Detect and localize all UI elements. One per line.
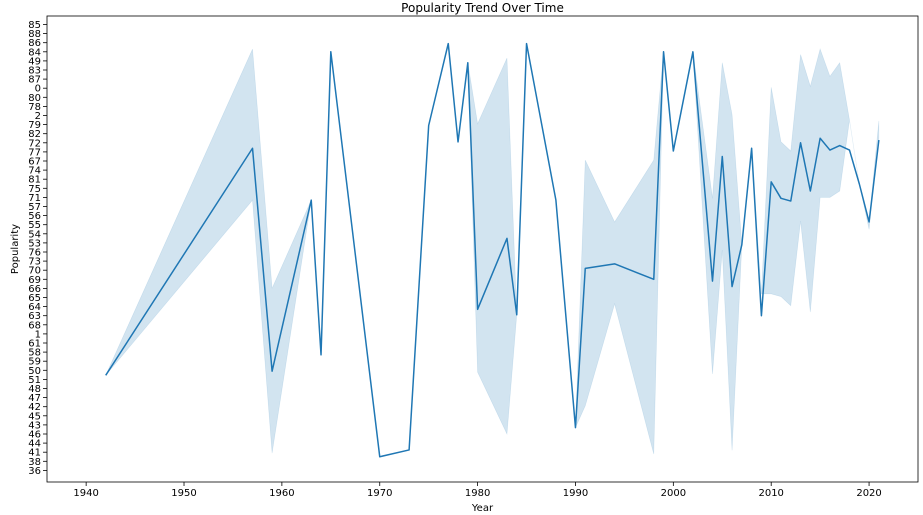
y-tick-label: 67 <box>28 157 41 168</box>
chart-title: Popularity Trend Over Time <box>401 1 564 15</box>
y-axis-ticks: 8588868449838708078279827277677481757157… <box>28 20 47 477</box>
x-axis-ticks: 1940 1950 1960 1970 1980 1990 2000 2010 2020 <box>73 482 882 499</box>
y-tick-label: 71 <box>28 193 41 204</box>
y-tick-label: 61 <box>28 339 41 350</box>
y-tick-label: 36 <box>28 466 41 477</box>
y-tick-label: 73 <box>28 257 41 268</box>
y-tick-label: 80 <box>28 93 41 104</box>
y-tick-label: 75 <box>28 184 41 195</box>
y-tick-label: 42 <box>28 402 41 413</box>
y-tick-label: 78 <box>28 102 41 113</box>
x-tick-label: 1980 <box>465 488 490 499</box>
y-tick-label: 47 <box>28 393 41 404</box>
y-tick-label: 77 <box>28 147 41 158</box>
series-0-band <box>105 43 880 458</box>
x-tick-label: 2020 <box>856 488 881 499</box>
y-tick-label: 55 <box>28 220 41 231</box>
y-tick-label: 72 <box>28 138 41 149</box>
y-tick-label: 81 <box>28 175 41 186</box>
y-tick-label: 46 <box>28 430 41 441</box>
y-tick-label: 69 <box>28 275 41 286</box>
y-tick-label: 83 <box>28 66 41 77</box>
x-tick-label: 1970 <box>367 488 392 499</box>
y-tick-label: 49 <box>28 56 41 67</box>
x-tick-label: 1960 <box>269 488 294 499</box>
y-tick-label: 58 <box>28 348 41 359</box>
y-tick-label: 50 <box>28 366 41 377</box>
y-tick-label: 64 <box>28 302 41 313</box>
y-tick-label: 53 <box>28 238 41 249</box>
y-tick-label: 70 <box>28 266 41 277</box>
confidence-bands <box>105 43 880 458</box>
y-tick-label: 79 <box>28 120 41 131</box>
y-tick-label: 43 <box>28 420 41 431</box>
y-tick-label: 45 <box>28 411 41 422</box>
axes <box>46 15 919 483</box>
y-tick-label: 65 <box>28 293 41 304</box>
y-tick-label: 38 <box>28 457 41 468</box>
y-tick-label: 51 <box>28 375 41 386</box>
y-tick-label: 86 <box>28 38 41 49</box>
y-tick-label: 87 <box>28 75 41 86</box>
y-tick-label: 1 <box>35 329 41 340</box>
y-tick-label: 56 <box>28 211 41 222</box>
y-tick-label: 0 <box>35 84 41 95</box>
y-tick-label: 88 <box>28 29 41 40</box>
y-tick-label: 54 <box>28 229 41 240</box>
y-tick-label: 84 <box>28 47 41 58</box>
y-tick-label: 76 <box>28 248 41 259</box>
y-tick-label: 44 <box>28 439 41 450</box>
y-tick-label: 85 <box>28 20 41 31</box>
y-tick-label: 2 <box>35 111 41 122</box>
x-axis-title: Year <box>471 503 494 514</box>
plot-frame <box>46 15 919 483</box>
x-tick-label: 1940 <box>73 488 98 499</box>
series-layer <box>105 42 880 458</box>
y-axis-title: Popularity <box>10 224 21 274</box>
y-tick-label: 66 <box>28 284 41 295</box>
y-tick-label: 48 <box>28 384 41 395</box>
y-tick-label: 82 <box>28 129 41 140</box>
y-tick-label: 41 <box>28 448 41 459</box>
series-0-line <box>105 42 880 458</box>
y-tick-label: 63 <box>28 311 41 322</box>
y-tick-label: 68 <box>28 320 41 331</box>
y-tick-label: 74 <box>28 166 41 177</box>
y-tick-label: 57 <box>28 202 41 213</box>
y-tick-label: 59 <box>28 357 41 368</box>
x-tick-label: 1950 <box>171 488 196 499</box>
x-tick-label: 2010 <box>758 488 783 499</box>
x-tick-label: 2000 <box>661 488 686 499</box>
x-tick-label: 1990 <box>563 488 588 499</box>
